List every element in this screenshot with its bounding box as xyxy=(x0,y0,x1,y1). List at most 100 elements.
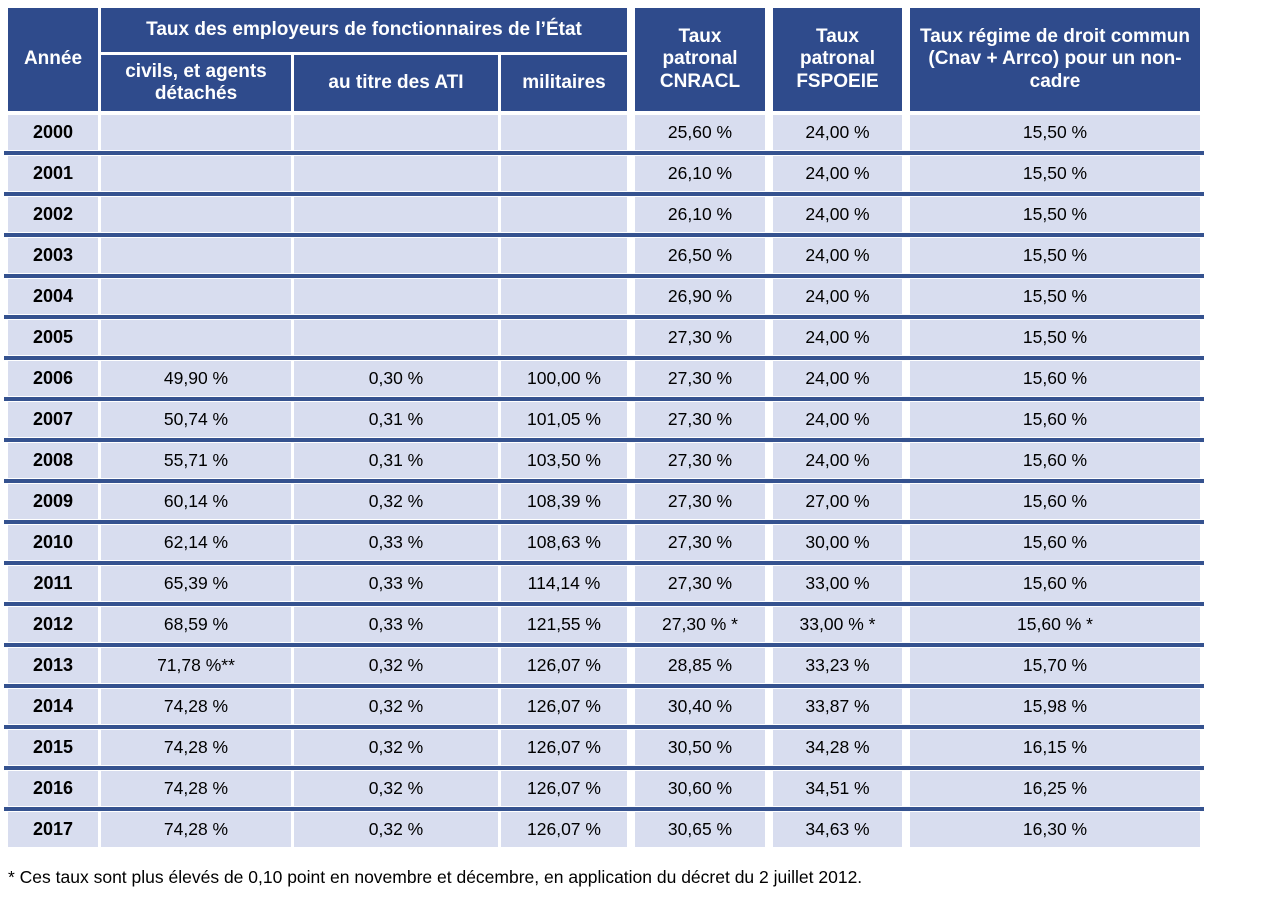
header-annee: Année xyxy=(8,8,98,111)
value-cell-civils: 74,28 % xyxy=(101,771,291,806)
table-row: 2005 27,30 % 24,00 % 15,50 % xyxy=(8,320,1200,355)
value-cell-ati: 0,30 % xyxy=(294,361,498,396)
value-cell-ati: 0,33 % xyxy=(294,525,498,560)
header-militaires: militaires xyxy=(501,55,627,111)
value-cell-cnracl: 25,60 % xyxy=(635,115,765,150)
value-cell-fspoeie: 34,51 % xyxy=(773,771,902,806)
value-cell-civils: 60,14 % xyxy=(101,484,291,519)
value-cell-droit_commun: 16,25 % xyxy=(910,771,1200,806)
value-cell-cnracl: 26,10 % xyxy=(635,156,765,191)
value-cell-ati xyxy=(294,320,498,355)
value-cell-militaires xyxy=(501,197,627,232)
value-cell-droit_commun: 15,60 % xyxy=(910,525,1200,560)
table-row: 2009 60,14 % 0,32 % 108,39 % 27,30 % 27,00 % 1… xyxy=(8,484,1200,519)
value-cell-ati: 0,32 % xyxy=(294,730,498,765)
value-cell-ati: 0,32 % xyxy=(294,648,498,683)
value-cell-cnracl: 27,30 % xyxy=(635,566,765,601)
table-row: 2007 50,74 % 0,31 % 101,05 % 27,30 % 24,00 % 1… xyxy=(8,402,1200,437)
value-cell-cnracl: 27,30 % xyxy=(635,525,765,560)
footnote-asterisk: * Ces taux sont plus élevés de 0,10 poin… xyxy=(8,867,863,887)
value-cell-fspoeie: 33,87 % xyxy=(773,689,902,724)
value-cell-ati: 0,32 % xyxy=(294,689,498,724)
value-cell-militaires: 100,00 % xyxy=(501,361,627,396)
value-cell-cnracl: 26,90 % xyxy=(635,279,765,314)
value-cell-cnracl: 27,30 % xyxy=(635,484,765,519)
value-cell-militaires: 126,07 % xyxy=(501,648,627,683)
value-cell-civils: 71,78 %** xyxy=(101,648,291,683)
row-separator xyxy=(4,233,1204,237)
value-cell-civils: 62,14 % xyxy=(101,525,291,560)
row-separator xyxy=(4,274,1204,278)
value-cell-cnracl: 27,30 % * xyxy=(635,607,765,642)
table-row: 2016 74,28 % 0,32 % 126,07 % 30,60 % 34,51 % 1… xyxy=(8,771,1200,806)
header-au-titre-des-ati: au titre des ATI xyxy=(294,55,498,111)
row-separator xyxy=(4,356,1204,360)
year-cell: 2017 xyxy=(8,812,98,847)
year-cell: 2001 xyxy=(8,156,98,191)
table-row: 2014 74,28 % 0,32 % 126,07 % 30,40 % 33,87 % 1… xyxy=(8,689,1200,724)
value-cell-fspoeie: 24,00 % xyxy=(773,238,902,273)
row-separator xyxy=(4,807,1204,811)
value-cell-cnracl: 30,50 % xyxy=(635,730,765,765)
value-cell-droit_commun: 16,30 % xyxy=(910,812,1200,847)
rates-table: Année Taux des employeurs de fonctionnai… xyxy=(4,8,1204,847)
table-row: 2008 55,71 % 0,31 % 103,50 % 27,30 % 24,00 % 1… xyxy=(8,443,1200,478)
value-cell-droit_commun: 15,50 % xyxy=(910,115,1200,150)
value-cell-militaires xyxy=(501,115,627,150)
value-cell-droit_commun: 15,98 % xyxy=(910,689,1200,724)
value-cell-cnracl: 27,30 % xyxy=(635,443,765,478)
value-cell-civils xyxy=(101,115,291,150)
value-cell-cnracl: 30,60 % xyxy=(635,771,765,806)
value-cell-cnracl: 30,65 % xyxy=(635,812,765,847)
value-cell-civils xyxy=(101,238,291,273)
table-body: 2000 25,60 % 24,00 % 15,50 % 2001 26,10 % 24,0… xyxy=(4,115,1204,847)
value-cell-droit_commun: 15,70 % xyxy=(910,648,1200,683)
value-cell-civils xyxy=(101,320,291,355)
row-separator xyxy=(4,725,1204,729)
table-row: 2010 62,14 % 0,33 % 108,63 % 27,30 % 30,00 % 1… xyxy=(8,525,1200,560)
value-cell-civils: 65,39 % xyxy=(101,566,291,601)
value-cell-fspoeie: 24,00 % xyxy=(773,115,902,150)
value-cell-militaires: 108,63 % xyxy=(501,525,627,560)
value-cell-fspoeie: 24,00 % xyxy=(773,361,902,396)
value-cell-fspoeie: 24,00 % xyxy=(773,402,902,437)
value-cell-fspoeie: 27,00 % xyxy=(773,484,902,519)
value-cell-militaires: 126,07 % xyxy=(501,812,627,847)
row-separator xyxy=(4,438,1204,442)
row-separator xyxy=(4,561,1204,565)
value-cell-militaires: 126,07 % xyxy=(501,771,627,806)
value-cell-militaires: 114,14 % xyxy=(501,566,627,601)
value-cell-ati xyxy=(294,238,498,273)
value-cell-droit_commun: 15,60 % xyxy=(910,361,1200,396)
value-cell-civils: 55,71 % xyxy=(101,443,291,478)
year-cell: 2000 xyxy=(8,115,98,150)
value-cell-fspoeie: 24,00 % xyxy=(773,320,902,355)
row-separator xyxy=(4,643,1204,647)
table-row: 2011 65,39 % 0,33 % 114,14 % 27,30 % 33,00 % 1… xyxy=(8,566,1200,601)
value-cell-civils: 74,28 % xyxy=(101,730,291,765)
value-cell-droit_commun: 15,60 % xyxy=(910,443,1200,478)
year-cell: 2013 xyxy=(8,648,98,683)
value-cell-droit_commun: 15,50 % xyxy=(910,320,1200,355)
table-row: 2001 26,10 % 24,00 % 15,50 % xyxy=(8,156,1200,191)
header-taux-regime-droit-commun: Taux régime de droit commun (Cnav + Arrc… xyxy=(910,8,1200,111)
value-cell-militaires: 126,07 % xyxy=(501,689,627,724)
value-cell-droit_commun: 15,60 % xyxy=(910,566,1200,601)
value-cell-droit_commun: 15,50 % xyxy=(910,156,1200,191)
table-row: 2013 71,78 %** 0,32 % 126,07 % 28,85 % 33,23 … xyxy=(8,648,1200,683)
value-cell-militaires: 103,50 % xyxy=(501,443,627,478)
value-cell-ati xyxy=(294,115,498,150)
row-separator xyxy=(4,151,1204,155)
value-cell-militaires xyxy=(501,156,627,191)
value-cell-cnracl: 27,30 % xyxy=(635,320,765,355)
table-row: 2003 26,50 % 24,00 % 15,50 % xyxy=(8,238,1200,273)
table-header: Année Taux des employeurs de fonctionnai… xyxy=(8,8,1200,111)
value-cell-droit_commun: 15,60 % xyxy=(910,402,1200,437)
value-cell-ati: 0,32 % xyxy=(294,812,498,847)
value-cell-civils: 74,28 % xyxy=(101,689,291,724)
value-cell-civils: 74,28 % xyxy=(101,812,291,847)
year-cell: 2002 xyxy=(8,197,98,232)
value-cell-ati: 0,32 % xyxy=(294,771,498,806)
table-row: 2012 68,59 % 0,33 % 121,55 % 27,30 % * 33,00 … xyxy=(8,607,1200,642)
